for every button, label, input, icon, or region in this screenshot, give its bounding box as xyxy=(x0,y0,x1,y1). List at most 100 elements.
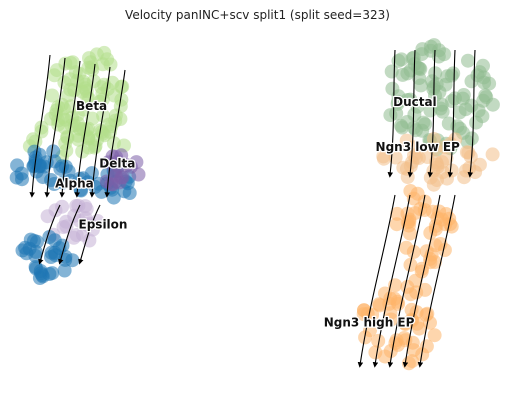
cell-point xyxy=(49,63,64,78)
cell-point xyxy=(372,298,387,313)
velocity-streamline xyxy=(387,49,396,178)
cell-point xyxy=(78,211,93,226)
cell-point xyxy=(108,168,123,183)
cell-points xyxy=(9,38,500,371)
cell-point xyxy=(438,139,453,154)
cell-point xyxy=(397,331,412,345)
cell-point xyxy=(391,53,406,68)
cluster-label-delta: Delta xyxy=(99,156,135,170)
cluster-labels: Beta Delta Alpha Epsilon Ductal Ngn3 low EP Ng… xyxy=(54,94,462,331)
cell-point xyxy=(65,253,80,268)
cell-point xyxy=(430,157,445,172)
cell-point xyxy=(19,246,34,261)
cell-point xyxy=(48,107,63,122)
cell-point xyxy=(123,159,138,174)
cell-point xyxy=(357,303,371,318)
velocity-streamline xyxy=(372,194,411,368)
cell-point xyxy=(391,296,406,311)
cell-point xyxy=(97,45,112,60)
cell-point xyxy=(88,179,103,194)
cell-point xyxy=(448,132,463,147)
cell-point xyxy=(405,155,419,170)
cell-point xyxy=(371,333,386,348)
cell-point xyxy=(412,71,427,85)
velocity-streamline xyxy=(402,194,441,368)
cell-point xyxy=(376,151,391,166)
cell-point xyxy=(110,154,125,169)
cell-point xyxy=(82,233,97,248)
cell-point xyxy=(430,173,444,188)
cell-point xyxy=(64,118,79,133)
cell-point xyxy=(426,132,441,146)
cell-point xyxy=(461,53,475,68)
cell-point xyxy=(59,214,74,229)
cell-point xyxy=(55,159,70,174)
velocity-streamline xyxy=(78,204,101,265)
cell-point xyxy=(55,199,70,214)
cell-point xyxy=(401,218,416,233)
cell-point xyxy=(87,140,102,155)
velocity-streamline xyxy=(417,194,456,368)
velocity-streamline xyxy=(407,49,416,178)
cell-point xyxy=(418,282,432,297)
velocity-streamlines xyxy=(29,49,476,368)
cell-point xyxy=(401,356,416,371)
cell-point xyxy=(14,166,29,181)
cluster-label-ductal: Ductal xyxy=(393,95,437,109)
cell-point xyxy=(406,140,421,155)
cell-point xyxy=(45,88,60,103)
cluster-label-ngn3-high-ep: Ngn3 high EP xyxy=(324,315,415,329)
cell-point xyxy=(475,109,490,124)
cell-point xyxy=(443,217,458,232)
cell-point xyxy=(427,38,442,53)
cell-point xyxy=(46,144,61,159)
cluster-label-alpha: Alpha xyxy=(55,177,94,191)
cell-point xyxy=(59,143,74,158)
velocity-streamline xyxy=(59,60,81,198)
cell-point xyxy=(384,64,399,79)
cell-point xyxy=(106,136,121,151)
cell-point xyxy=(417,194,432,209)
cell-point xyxy=(389,217,404,232)
cell-point xyxy=(485,147,500,162)
cell-point xyxy=(26,132,41,147)
cell-point xyxy=(86,74,101,89)
velocity-streamline xyxy=(387,194,426,368)
cell-point xyxy=(40,209,55,224)
velocity-streamline xyxy=(104,69,126,198)
cell-point xyxy=(440,69,455,84)
cell-point xyxy=(405,313,420,328)
cell-point xyxy=(423,251,437,266)
cell-point xyxy=(427,328,442,343)
cell-point xyxy=(472,157,487,172)
cell-point xyxy=(85,62,100,77)
cell-point xyxy=(461,145,476,160)
cell-point xyxy=(412,61,427,76)
velocity-streamline xyxy=(44,57,66,198)
cell-point xyxy=(407,107,422,122)
cell-point xyxy=(441,116,456,131)
cell-point xyxy=(403,287,418,302)
cell-point xyxy=(428,218,443,233)
velocity-streamline xyxy=(467,49,476,178)
cell-point xyxy=(378,349,392,364)
cell-point xyxy=(408,273,423,288)
cell-point xyxy=(403,184,418,198)
cell-point xyxy=(476,58,490,73)
cell-point xyxy=(395,67,410,82)
cell-point xyxy=(385,81,400,96)
cluster-label-beta: Beta xyxy=(76,99,107,113)
cell-point xyxy=(45,266,60,281)
velocity-streamline xyxy=(29,54,51,198)
cell-point xyxy=(452,121,467,136)
cluster-label-ngn3-low-ep: Ngn3 low EP xyxy=(376,140,461,154)
cell-point xyxy=(437,243,452,257)
velocity-streamline xyxy=(427,49,436,178)
cell-point xyxy=(390,206,405,221)
cell-point xyxy=(69,228,84,242)
cell-point xyxy=(429,77,444,92)
velocity-streamline xyxy=(447,49,456,178)
cell-point xyxy=(445,94,459,108)
cell-point xyxy=(416,115,431,130)
